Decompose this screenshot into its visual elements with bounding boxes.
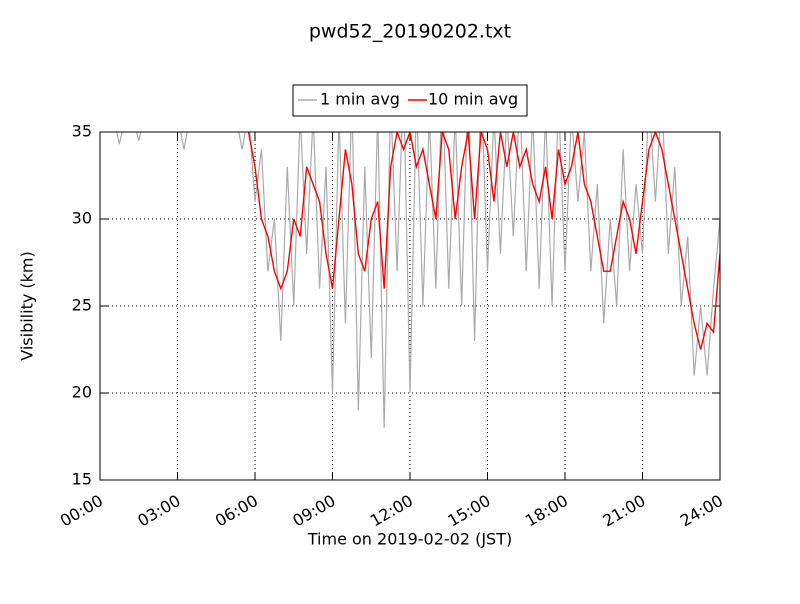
legend: 1 min avg 10 min avg: [292, 84, 528, 117]
x-tick-label: 06:00: [212, 491, 261, 531]
x-tick-label: 24:00: [677, 491, 726, 531]
x-tick-label: 15:00: [444, 491, 493, 531]
y-axis-label: Visibility (km): [18, 251, 37, 360]
x-tick-label: 18:00: [522, 491, 571, 531]
chart-title: pwd52_20190202.txt: [309, 21, 511, 43]
legend-label: 1 min avg: [320, 90, 400, 109]
series-line: [247, 132, 720, 350]
plot-frame: [99, 131, 721, 481]
y-tick-label: 35: [72, 122, 92, 141]
plot: [116, 132, 720, 428]
y-tick-label: 15: [72, 470, 92, 489]
x-tick-label: 00:00: [57, 491, 106, 531]
y-tick-label: 25: [72, 296, 92, 315]
y-tick-label: 20: [72, 383, 92, 402]
y-tick-label: 30: [72, 209, 92, 228]
grid: 15 20 25 30 35 00:00 03:00 06:00 09:00 12:00 15:00…: [57, 122, 726, 531]
x-tick-label: 03:00: [134, 491, 183, 531]
x-axis-label: Time on 2019-02-02 (JST): [307, 530, 512, 549]
legend-label: 10 min avg: [428, 90, 518, 109]
x-tick-label: 09:00: [289, 491, 338, 531]
x-tick-label: 12:00: [367, 491, 416, 531]
x-tick-label: 21:00: [599, 491, 648, 531]
series-line: [116, 132, 720, 428]
